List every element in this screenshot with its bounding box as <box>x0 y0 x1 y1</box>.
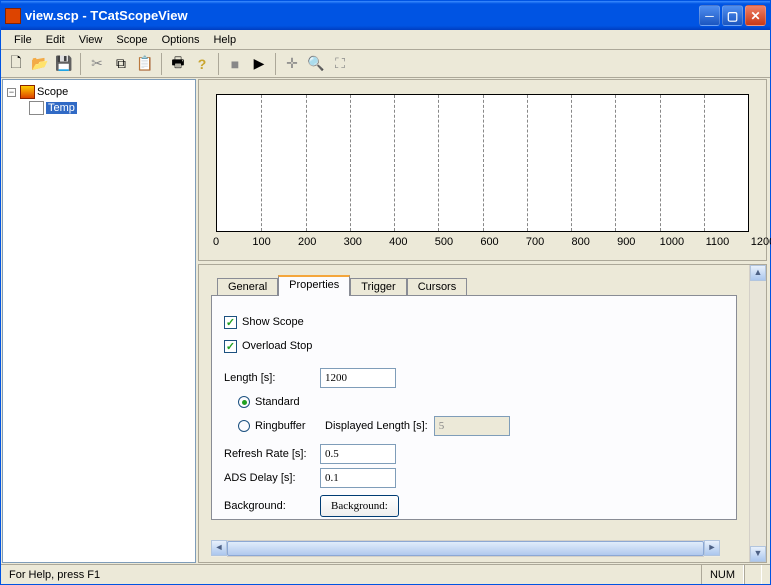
cut-icon[interactable]: ✂ <box>86 53 108 75</box>
displayed-length-input <box>434 416 510 436</box>
play-icon[interactable]: ▶ <box>248 53 270 75</box>
x-tick-label: 1100 <box>706 236 730 248</box>
save-icon[interactable]: 💾 <box>53 53 75 75</box>
tree-panel: − Scope Temp <box>2 79 196 563</box>
standard-radio[interactable] <box>238 396 250 408</box>
ads-delay-input[interactable] <box>320 468 396 488</box>
menu-edit[interactable]: Edit <box>39 32 72 48</box>
minimize-button[interactable]: ─ <box>699 5 720 26</box>
menu-help[interactable]: Help <box>206 32 243 48</box>
properties-panel: General Properties Trigger Cursors ✓ Sho… <box>198 264 767 563</box>
length-input[interactable] <box>320 368 396 388</box>
ads-delay-label: ADS Delay [s]: <box>224 472 320 484</box>
stop-icon[interactable]: ■ <box>224 53 246 75</box>
standard-label: Standard <box>255 396 300 408</box>
print-icon[interactable]: 🖶 <box>167 53 189 75</box>
tree-child[interactable]: Temp <box>29 100 191 116</box>
tab-cursors[interactable]: Cursors <box>407 278 468 296</box>
menu-view[interactable]: View <box>72 32 110 48</box>
displayed-length-label: Displayed Length [s]: <box>325 420 428 432</box>
scope-icon <box>20 85 35 99</box>
chart-canvas <box>216 94 749 232</box>
chart-area: 0100200300400500600700800900100011001200 <box>198 79 767 261</box>
scroll-down-icon[interactable]: ▼ <box>750 546 766 562</box>
toolbar: 🗋 📂 💾 ✂ ⧉ 📋 🖶 ? ■ ▶ ✛ 🔍 ⛶ <box>1 50 770 78</box>
status-num: NUM <box>701 565 744 584</box>
open-icon[interactable]: 📂 <box>29 53 51 75</box>
tab-properties[interactable]: Properties <box>278 275 350 296</box>
close-button[interactable]: ✕ <box>745 5 766 26</box>
menu-options[interactable]: Options <box>155 32 207 48</box>
scroll-left-icon[interactable]: ◄ <box>211 540 227 556</box>
x-tick-label: 0 <box>213 236 219 248</box>
x-tick-label: 1000 <box>660 236 684 248</box>
show-scope-checkbox[interactable]: ✓ <box>224 316 237 329</box>
status-empty <box>744 565 762 584</box>
tree-root-label: Scope <box>37 86 68 98</box>
copy-icon[interactable]: ⧉ <box>110 53 132 75</box>
x-tick-label: 200 <box>298 236 316 248</box>
crosshair-icon[interactable]: ✛ <box>281 53 303 75</box>
tree-root[interactable]: − Scope <box>7 84 191 100</box>
x-tick-label: 100 <box>252 236 270 248</box>
refresh-rate-input[interactable] <box>320 444 396 464</box>
tab-trigger[interactable]: Trigger <box>350 278 406 296</box>
ringbuffer-radio[interactable] <box>238 420 250 432</box>
tab-strip: General Properties Trigger Cursors <box>211 275 737 296</box>
x-tick-label: 800 <box>571 236 589 248</box>
overload-stop-checkbox[interactable]: ✓ <box>224 340 237 353</box>
x-tick-label: 500 <box>435 236 453 248</box>
x-tick-label: 1200 <box>751 236 771 248</box>
scroll-up-icon[interactable]: ▲ <box>750 265 766 281</box>
x-tick-label: 700 <box>526 236 544 248</box>
x-tick-label: 900 <box>617 236 635 248</box>
menu-bar: File Edit View Scope Options Help <box>1 30 770 50</box>
show-scope-label: Show Scope <box>242 316 304 328</box>
tab-general[interactable]: General <box>217 278 278 296</box>
ringbuffer-label: Ringbuffer <box>255 420 319 432</box>
title-bar: view.scp - TCatScopeView ─ ▢ ✕ <box>1 1 770 30</box>
channel-icon <box>29 101 44 115</box>
horizontal-scrollbar[interactable]: ◄ ► <box>211 540 720 557</box>
menu-scope[interactable]: Scope <box>109 32 154 48</box>
menu-file[interactable]: File <box>7 32 39 48</box>
length-label: Length [s]: <box>224 372 320 384</box>
tree-child-label: Temp <box>46 102 77 114</box>
refresh-rate-label: Refresh Rate [s]: <box>224 448 320 460</box>
zoom-reset-icon[interactable]: ⛶ <box>329 53 351 75</box>
background-label: Background: <box>224 500 320 512</box>
scroll-right-icon[interactable]: ► <box>704 540 720 556</box>
x-tick-label: 600 <box>480 236 498 248</box>
paste-icon[interactable]: 📋 <box>134 53 156 75</box>
tab-content: ✓ Show Scope ✓ Overload Stop Length [s]: <box>211 295 737 520</box>
x-tick-label: 400 <box>389 236 407 248</box>
status-help: For Help, press F1 <box>9 569 100 581</box>
new-icon[interactable]: 🗋 <box>5 53 27 75</box>
maximize-button[interactable]: ▢ <box>722 5 743 26</box>
overload-stop-label: Overload Stop <box>242 340 312 352</box>
help-icon[interactable]: ? <box>191 53 213 75</box>
background-button[interactable]: Background: <box>320 495 399 517</box>
collapse-icon[interactable]: − <box>7 88 16 97</box>
app-icon <box>5 8 21 24</box>
window-title: view.scp - TCatScopeView <box>25 8 188 23</box>
status-bar: For Help, press F1 NUM <box>1 564 770 584</box>
vertical-scrollbar[interactable]: ▲ ▼ <box>749 265 766 562</box>
zoom-icon[interactable]: 🔍 <box>305 53 327 75</box>
x-tick-label: 300 <box>344 236 362 248</box>
x-axis-labels: 0100200300400500600700800900100011001200 <box>209 236 756 250</box>
